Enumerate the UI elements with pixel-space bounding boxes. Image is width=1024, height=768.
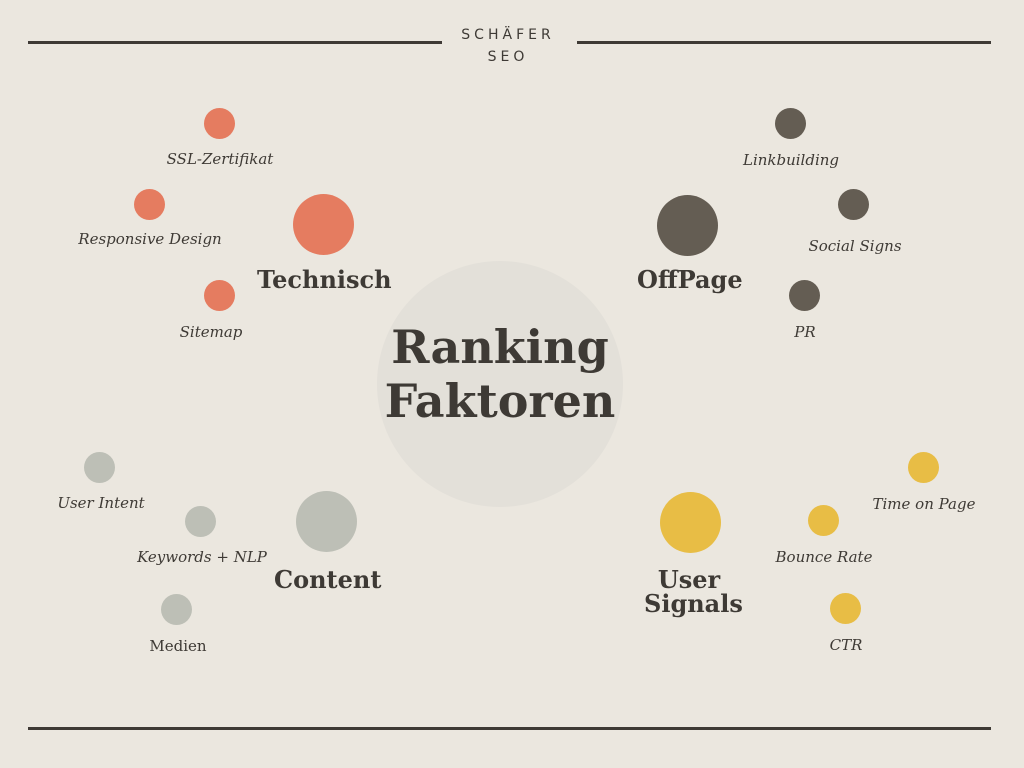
- user-intent-dot: [84, 452, 115, 483]
- user-signals-label: User Signals: [644, 565, 743, 618]
- pr-label: PR: [794, 323, 816, 341]
- user-signals-label-line1: User: [657, 565, 721, 594]
- social-signs-dot: [838, 189, 869, 220]
- content-main-dot: [296, 491, 357, 552]
- medien-dot: [161, 594, 192, 625]
- linkbuilding-label: Linkbuilding: [742, 151, 840, 169]
- keywords-nlp-dot: [185, 506, 216, 537]
- technisch-label: Technisch: [257, 265, 392, 294]
- brand-logo: SCHÄFER SEO: [440, 24, 576, 68]
- responsive-design-dot: [134, 189, 165, 220]
- footer-rule: [28, 727, 991, 730]
- center-title: Ranking Faktoren: [377, 320, 623, 428]
- center-title-line2: Faktoren: [384, 374, 616, 428]
- sitemap-label: Sitemap: [179, 323, 243, 341]
- offpage-label: OffPage: [637, 265, 743, 294]
- bounce-rate-dot: [808, 505, 839, 536]
- sitemap-dot: [204, 280, 235, 311]
- ssl-zertifikat-label: SSL-Zertifikat: [166, 150, 274, 168]
- technisch-main-dot: [293, 194, 354, 255]
- offpage-main-dot: [657, 195, 718, 256]
- center-title-line1: Ranking: [391, 320, 609, 374]
- ctr-dot: [830, 593, 861, 624]
- header-rule-right: [577, 41, 991, 44]
- medien-label: Medien: [149, 637, 207, 655]
- ssl-zertifikat-dot: [204, 108, 235, 139]
- keywords-nlp-label: Keywords + NLP: [137, 548, 267, 566]
- time-on-page-dot: [908, 452, 939, 483]
- bounce-rate-label: Bounce Rate: [775, 548, 873, 566]
- pr-dot: [789, 280, 820, 311]
- ctr-label: CTR: [829, 636, 863, 654]
- responsive-design-label: Responsive Design: [78, 230, 222, 248]
- content-label: Content: [274, 565, 382, 594]
- brand-suffix: SEO: [487, 49, 529, 65]
- user-intent-label: User Intent: [57, 494, 145, 512]
- center-hub-circle: [377, 261, 623, 507]
- header-rule-left: [28, 41, 442, 44]
- user-signals-main-dot: [660, 492, 721, 553]
- user-signals-label-line2: Signals: [644, 589, 743, 618]
- brand-name: SCHÄFER: [461, 27, 555, 43]
- linkbuilding-dot: [775, 108, 806, 139]
- social-signs-label: Social Signs: [808, 237, 902, 255]
- time-on-page-label: Time on Page: [872, 495, 976, 513]
